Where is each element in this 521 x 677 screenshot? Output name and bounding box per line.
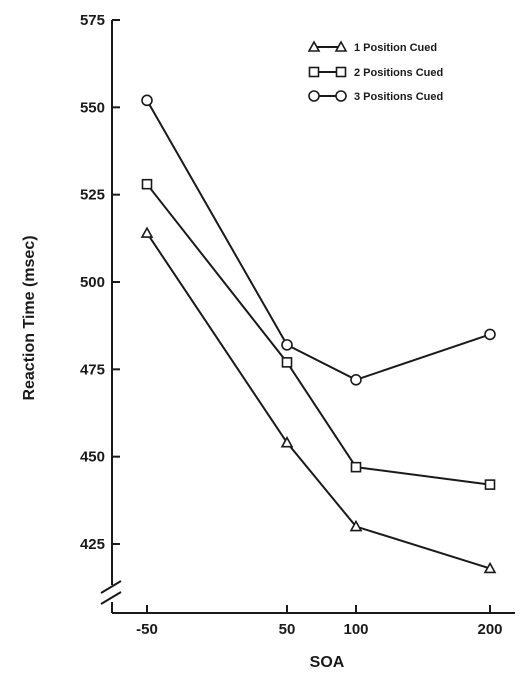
x-axis-title: SOA: [310, 654, 345, 671]
series-2: [141, 178, 496, 490]
legend-marker-end: [335, 66, 347, 78]
data-point: [281, 357, 293, 368]
y-ticks: 425 450 475 500 525 550 575: [80, 12, 120, 553]
series-line: [146, 99, 491, 381]
legend-marker-start: [307, 40, 321, 52]
legend-label: 3 Positions Cued: [354, 91, 443, 103]
data-point: [141, 94, 153, 107]
data-point: [350, 374, 362, 386]
data-point: [280, 436, 294, 448]
data-point: [140, 226, 154, 238]
data-point: [349, 519, 363, 532]
series-line: [146, 183, 491, 486]
legend-marker-end: [335, 90, 347, 102]
x-tick-label: 50: [279, 621, 296, 638]
data-point: [483, 561, 497, 574]
legend-marker-end: [334, 40, 348, 52]
data-point: [281, 339, 293, 351]
y-axis-title: Reaction Time (msec): [21, 235, 38, 400]
x-tick-label: -50: [136, 621, 158, 638]
series-1: [140, 226, 497, 574]
x-tick-label: 100: [343, 621, 368, 638]
series-layer: [140, 94, 497, 574]
x-ticks: -50 50 100 200: [136, 605, 503, 638]
legend-label: 1 Position Cued: [354, 42, 437, 54]
axis-break-mark-1: [100, 580, 122, 594]
data-point: [484, 328, 496, 341]
legend-item: 3 Positions Cued: [308, 90, 443, 103]
axis-break-mark-2: [100, 591, 122, 605]
y-tick-label: 575: [80, 12, 105, 29]
y-tick-label: 450: [80, 449, 105, 466]
legend-label: 2 Positions Cued: [354, 67, 443, 79]
series-3: [141, 94, 496, 386]
data-point: [141, 178, 153, 190]
legend: 1 Position Cued 2 Positions Cued 3 Positio…: [307, 40, 443, 103]
legend-item: 1 Position Cued: [307, 40, 437, 54]
y-tick-label: 550: [80, 99, 105, 116]
y-tick-label: 425: [80, 536, 105, 553]
y-tick-label: 525: [80, 187, 105, 204]
legend-marker-start: [308, 66, 320, 78]
data-point: [484, 479, 496, 490]
y-tick-label: 500: [80, 274, 105, 291]
series-line: [146, 232, 491, 570]
x-tick-label: 200: [477, 621, 502, 638]
legend-marker-start: [308, 90, 320, 102]
legend-item: 2 Positions Cued: [308, 66, 443, 79]
data-point: [350, 461, 362, 473]
y-tick-label: 475: [80, 361, 105, 378]
